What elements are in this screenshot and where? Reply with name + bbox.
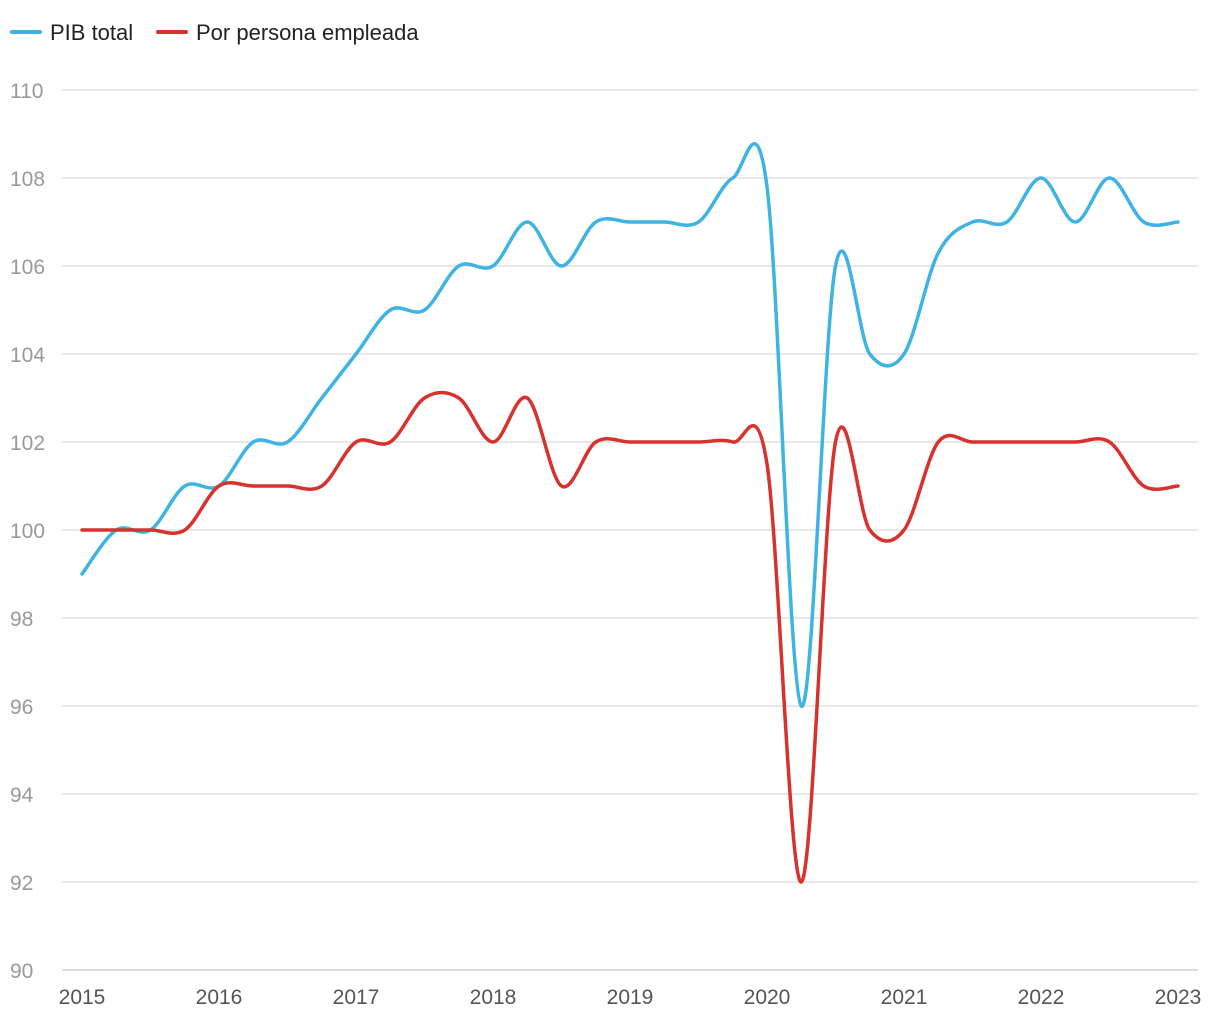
y-tick-label: 104 (10, 344, 45, 367)
y-tick-label: 98 (10, 608, 33, 631)
series-line-por-persona-empleada (80, 390, 1180, 884)
legend-item-pib-total: PIB total (10, 20, 133, 45)
x-tick-label: 2021 (881, 986, 928, 1009)
x-axis: 2015 2016 2017 2018 2019 2020 2021 2022 2023 (59, 986, 1202, 1009)
legend-label-pib-total: PIB total (50, 20, 133, 45)
y-tick-label: 108 (10, 168, 45, 191)
y-tick-label: 96 (10, 696, 33, 719)
series-lines (80, 142, 1180, 884)
legend-label-por-persona-empleada: Por persona empleada (196, 20, 419, 45)
y-tick-label: 100 (10, 520, 45, 543)
x-tick-label: 2017 (333, 986, 380, 1009)
x-tick-label: 2018 (470, 986, 517, 1009)
grid-lines (62, 89, 1198, 971)
y-tick-label: 106 (10, 256, 45, 279)
y-tick-label: 90 (10, 960, 33, 983)
y-axis: 90 92 94 96 98 100 102 104 106 108 110 (10, 80, 45, 983)
y-tick-label: 94 (10, 784, 34, 807)
x-tick-label: 2019 (607, 986, 654, 1009)
legend: PIB total Por persona empleada (10, 20, 419, 45)
x-tick-label: 2020 (744, 986, 791, 1009)
y-tick-label: 92 (10, 872, 33, 895)
y-tick-label: 102 (10, 432, 45, 455)
x-tick-label: 2016 (196, 986, 243, 1009)
x-tick-label: 2022 (1018, 986, 1065, 1009)
x-tick-label: 2015 (59, 986, 106, 1009)
y-tick-label: 110 (10, 80, 43, 103)
x-tick-label: 2023 (1155, 986, 1202, 1009)
series-line-pib-total (80, 142, 1180, 708)
legend-item-por-persona-empleada: Por persona empleada (156, 20, 419, 45)
